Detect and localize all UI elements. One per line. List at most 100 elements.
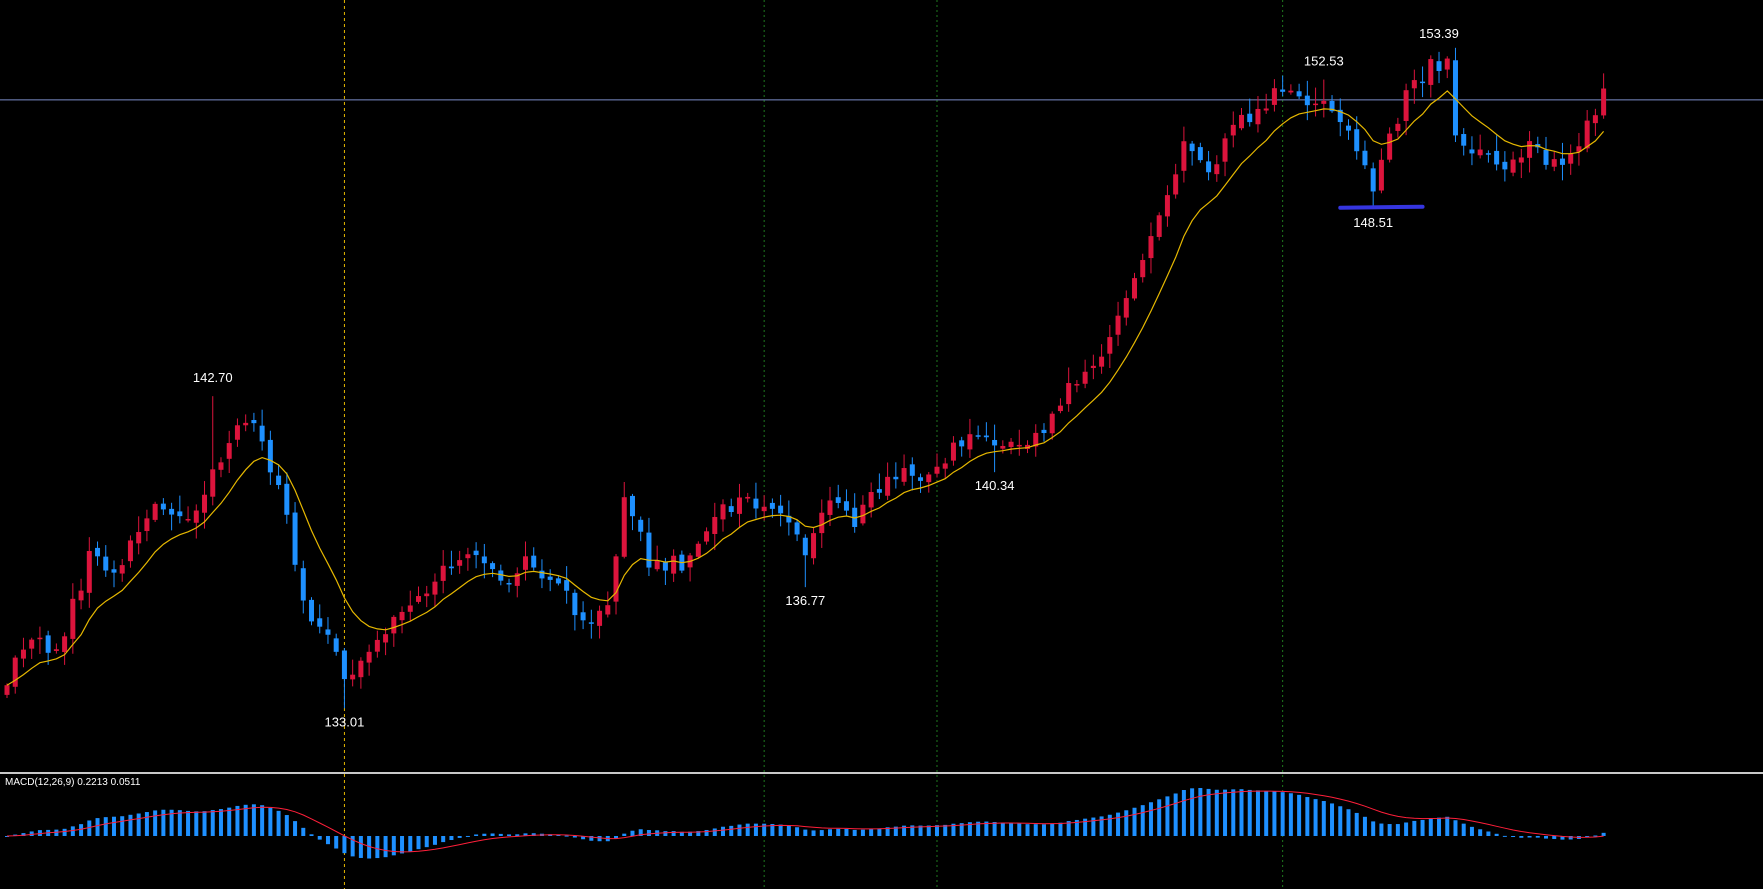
candle-body: [597, 610, 603, 626]
candle-body: [202, 494, 208, 513]
candle-body: [1494, 150, 1500, 165]
macd-bar: [424, 836, 429, 848]
candle-body: [432, 581, 438, 595]
candle-body: [1247, 113, 1253, 123]
macd-bar: [1173, 793, 1178, 836]
candle-body: [1230, 124, 1236, 136]
candle-body: [399, 611, 405, 621]
candle-body: [950, 442, 956, 461]
candle-body: [341, 650, 347, 680]
macd-bar: [679, 831, 684, 836]
macd-bar: [762, 823, 767, 836]
macd-bar: [1206, 788, 1211, 836]
candle-body: [1263, 108, 1269, 111]
macd-bar: [614, 836, 619, 839]
candle-body: [1239, 114, 1244, 129]
macd-bar: [1107, 814, 1112, 836]
candle-body: [185, 519, 191, 521]
candle-body: [95, 547, 101, 557]
macd-bar: [1041, 824, 1046, 836]
macd-bar: [358, 836, 363, 858]
macd-bar: [482, 833, 487, 836]
macd-bar: [828, 829, 832, 836]
candle-body: [613, 556, 619, 602]
macd-bar: [29, 831, 34, 836]
candle-body: [901, 468, 907, 482]
macd-bar: [1593, 835, 1598, 837]
macd-bar: [210, 810, 215, 836]
macd-bar: [564, 835, 569, 837]
macd-bar: [21, 833, 26, 836]
candle-body: [276, 475, 282, 486]
macd-bar: [449, 836, 454, 841]
candle-body: [1551, 159, 1557, 167]
candle-body: [70, 598, 76, 639]
macd-bar: [268, 807, 273, 836]
candle-body: [539, 570, 545, 579]
candle-body: [1395, 123, 1401, 131]
candle-body: [769, 502, 775, 509]
macd-bar: [688, 831, 693, 836]
macd-bar: [284, 815, 289, 836]
macd-bar: [383, 836, 388, 858]
candle-body: [1304, 95, 1310, 106]
candle-body: [514, 573, 520, 586]
candle-body: [1469, 149, 1475, 154]
macd-bar: [745, 823, 750, 836]
candle-body: [638, 519, 644, 532]
candle-body: [555, 578, 561, 584]
candle-body: [1107, 337, 1113, 354]
candle-body: [243, 422, 249, 426]
candle-body: [1074, 384, 1080, 386]
macd-bar: [1544, 836, 1549, 839]
macd-bar: [144, 812, 149, 836]
price-annotation-label: 133.01: [325, 714, 365, 729]
candle-body: [646, 532, 652, 568]
candle-body: [1123, 298, 1129, 318]
macd-bar: [375, 836, 380, 859]
candle-body: [531, 555, 537, 568]
candle-body: [547, 576, 553, 580]
candle-body: [473, 550, 479, 556]
macd-bar: [646, 830, 651, 836]
macd-bar: [334, 836, 339, 849]
macd-bar: [1379, 823, 1384, 836]
candle-body: [876, 489, 882, 493]
candle-body: [440, 565, 446, 581]
macd-bar: [836, 828, 841, 836]
macd-bar: [638, 829, 643, 836]
candle-body: [144, 518, 150, 532]
macd-bar: [251, 804, 256, 836]
macd-bar: [1313, 799, 1318, 836]
candle-body: [251, 419, 257, 424]
candle-body: [704, 531, 710, 542]
candle-body: [29, 639, 35, 649]
macd-bar: [218, 809, 223, 836]
macd-bar: [1116, 812, 1121, 836]
macd-bar: [729, 825, 734, 836]
candle-body: [1362, 150, 1368, 166]
candle-body: [1132, 278, 1138, 299]
macd-bar: [1404, 822, 1409, 836]
macd-bar: [1371, 821, 1376, 836]
candle-body: [1518, 157, 1524, 163]
candle-body: [1510, 159, 1516, 173]
macd-bar: [235, 805, 240, 836]
candle-body: [695, 543, 701, 557]
macd-bar: [1288, 793, 1293, 836]
candle-body: [1337, 109, 1343, 123]
candle-body: [383, 634, 389, 643]
candle-body: [662, 562, 668, 571]
macd-bar: [457, 836, 462, 838]
candle-body: [885, 476, 891, 496]
candle-body: [416, 596, 421, 602]
macd-bar: [1519, 836, 1524, 838]
candle-body: [1378, 159, 1384, 191]
macd-bar: [1568, 836, 1573, 840]
support-trendline[interactable]: [1338, 204, 1425, 210]
macd-bar: [95, 818, 100, 836]
candle-body: [1280, 89, 1286, 92]
candle-body: [1181, 141, 1187, 171]
